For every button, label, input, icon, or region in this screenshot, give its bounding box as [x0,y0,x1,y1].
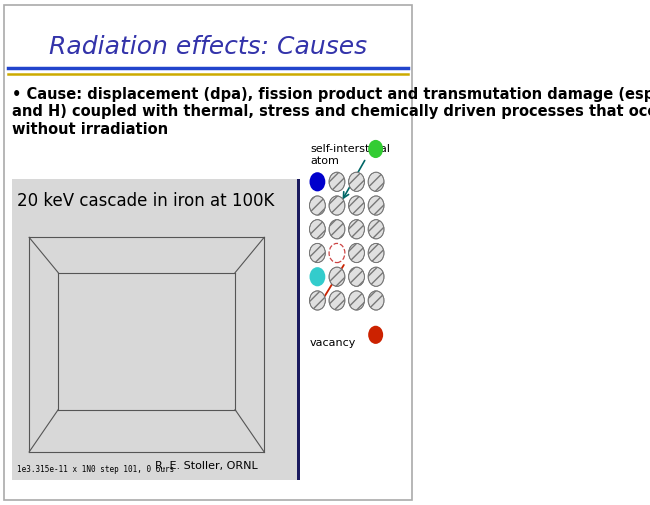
Circle shape [368,291,384,310]
Circle shape [368,267,384,286]
Circle shape [309,172,325,191]
Circle shape [329,291,345,310]
Circle shape [309,291,325,310]
Circle shape [309,267,325,286]
Circle shape [368,196,384,215]
Circle shape [309,243,325,263]
Circle shape [348,220,365,239]
Text: Radiation effects: Causes: Radiation effects: Causes [49,35,367,60]
Text: vacancy: vacancy [310,338,356,348]
Circle shape [329,196,345,215]
Text: R. E. Stoller, ORNL: R. E. Stoller, ORNL [155,461,258,471]
Text: 1e3.315e-11 x 1N0 step 101, 0 ours: 1e3.315e-11 x 1N0 step 101, 0 ours [17,465,174,474]
Circle shape [309,196,325,215]
Circle shape [368,220,384,239]
Circle shape [368,140,383,158]
Circle shape [348,196,365,215]
FancyBboxPatch shape [296,179,300,480]
Text: • Cause: displacement (dpa), fission product and transmutation damage (especiall: • Cause: displacement (dpa), fission pro… [12,87,650,137]
Circle shape [329,220,345,239]
Circle shape [348,172,365,191]
Circle shape [329,172,345,191]
Circle shape [348,291,365,310]
Text: self-interstitial
atom: self-interstitial atom [310,144,390,166]
Circle shape [309,220,325,239]
FancyBboxPatch shape [12,179,300,480]
Circle shape [348,267,365,286]
Circle shape [329,267,345,286]
Circle shape [368,326,383,344]
Text: 20 keV cascade in iron at 100K: 20 keV cascade in iron at 100K [17,192,274,210]
Circle shape [368,172,384,191]
FancyBboxPatch shape [4,5,412,500]
Circle shape [368,243,384,263]
Circle shape [348,243,365,263]
